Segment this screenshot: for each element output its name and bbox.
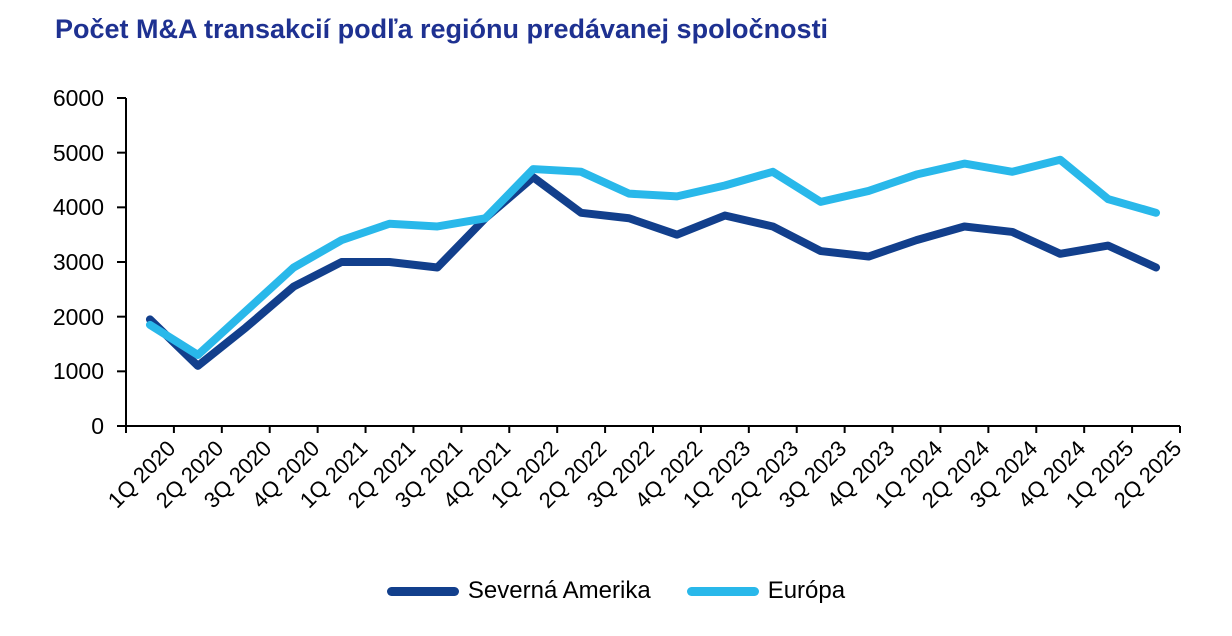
- legend-swatch-europa: [686, 586, 759, 596]
- y-axis-label: 5000: [52, 139, 104, 166]
- legend-item-europa: Európa: [686, 577, 846, 605]
- y-axis-label: 4000: [52, 194, 104, 221]
- legend-item-severna-amerika: Severná Amerika: [386, 577, 651, 605]
- series-line-1: [145, 155, 1161, 359]
- legend-label-severna-amerika: Severná Amerika: [467, 577, 651, 604]
- y-axis-label: 2000: [52, 303, 104, 330]
- series-line-0: [145, 173, 1161, 370]
- y-axis-label: 0: [91, 413, 104, 439]
- y-axis-label: 3000: [52, 249, 104, 275]
- chart-title: Počet M&A transakcií podľa regiónu predá…: [55, 14, 829, 44]
- chart-legend: Severná Amerika Európa: [0, 577, 1232, 605]
- y-axis-label: 1000: [52, 358, 104, 385]
- legend-label-europa: Európa: [767, 577, 846, 604]
- legend-swatch-severna-amerika: [386, 586, 459, 596]
- y-axis-label: 6000: [52, 85, 104, 111]
